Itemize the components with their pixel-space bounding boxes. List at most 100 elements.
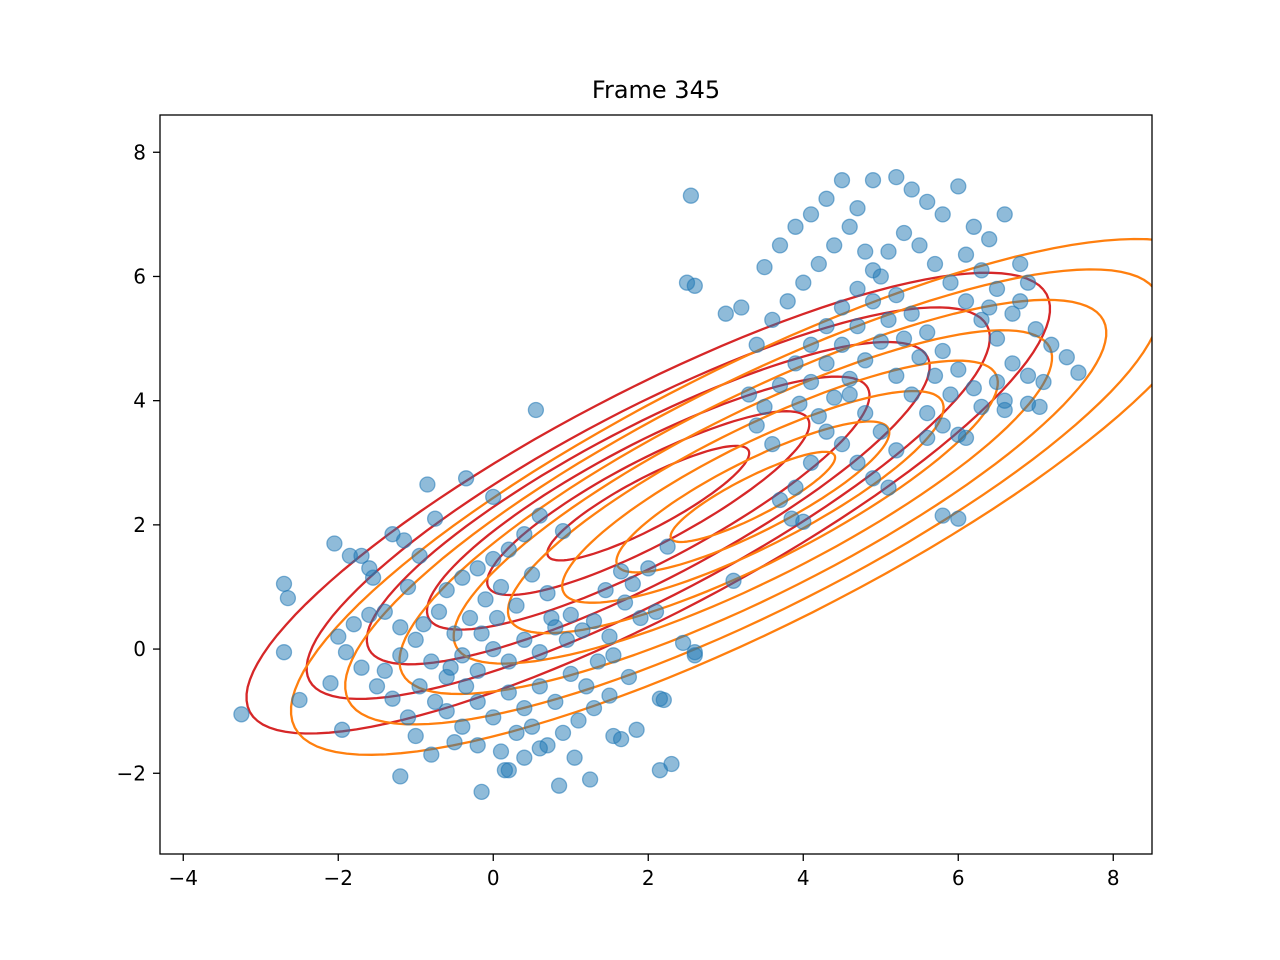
scatter-point: [492, 743, 510, 760]
scatter-point: [934, 507, 951, 524]
scatter-point: [438, 703, 455, 720]
scatter-point: [492, 578, 510, 596]
y-tick-label: 6: [133, 264, 146, 288]
scatter-point: [601, 687, 618, 704]
y-tick-label: −2: [117, 761, 146, 785]
data-points: [233, 168, 1087, 801]
scatter-point: [965, 218, 982, 235]
scatter-point: [818, 355, 835, 372]
scatter-point: [771, 491, 789, 509]
scatter-point: [818, 317, 835, 335]
scatter-point: [771, 237, 789, 254]
scatter-point: [1019, 367, 1037, 384]
scatter-point: [361, 606, 378, 624]
scatter-point: [279, 589, 297, 607]
scatter-point: [888, 367, 905, 384]
contour-ring-orange: [398, 298, 1108, 696]
scatter-point: [1035, 373, 1052, 391]
scatter-point: [988, 330, 1006, 347]
scatter-point: [771, 376, 789, 394]
scatter-point: [581, 771, 599, 788]
scatter-point: [337, 644, 355, 661]
scatter-point: [1070, 364, 1087, 381]
scatter-point: [516, 631, 533, 648]
x-tick-label: 0: [487, 866, 500, 890]
scatter-point: [566, 749, 583, 766]
scatter-point: [415, 616, 432, 633]
scatter-point: [996, 392, 1013, 409]
scatter-point: [485, 640, 502, 658]
scatter-point: [423, 746, 440, 763]
scatter-point: [849, 200, 866, 217]
scatter-point: [500, 684, 517, 701]
contour-ring-orange: [669, 450, 837, 544]
scatter-point: [880, 311, 897, 329]
scatter-point: [539, 585, 556, 602]
scatter-point: [426, 693, 444, 711]
scatter-point: [469, 560, 486, 577]
scatter-point: [508, 597, 525, 614]
scatter-point: [376, 662, 393, 679]
scatter-point: [1043, 336, 1060, 353]
scatter-point: [395, 532, 413, 549]
scatter-point: [841, 218, 858, 235]
x-tick-label: −4: [169, 866, 198, 890]
scatter-point: [1027, 321, 1044, 338]
scatter-point: [895, 224, 913, 242]
scatter-point: [454, 647, 471, 664]
scatter-point: [903, 305, 920, 322]
scatter-point: [640, 560, 657, 577]
scatter-point: [632, 609, 649, 627]
scatter-point: [934, 206, 951, 223]
scatter-point: [531, 644, 548, 661]
y-tick-label: 4: [133, 389, 146, 413]
contour-ring-orange: [506, 359, 999, 635]
scatter-point: [849, 454, 866, 471]
scatter-point: [531, 740, 548, 757]
chart-title: Frame 345: [592, 76, 720, 104]
scatter-point: [810, 255, 827, 273]
scatter-point: [686, 277, 703, 294]
plot-frame: [159, 114, 1153, 855]
scatter-point: [849, 317, 866, 335]
scatter-point: [849, 280, 866, 298]
scatter-point: [957, 246, 975, 263]
scatter-point: [612, 730, 630, 748]
scatter-point: [562, 665, 579, 683]
scatter-point: [1012, 293, 1029, 310]
scatter-point: [973, 311, 990, 329]
scatter-point: [950, 178, 967, 195]
x-tick-label: 6: [952, 866, 965, 890]
scatter-point: [543, 609, 560, 627]
scatter-point: [628, 721, 645, 738]
scatter-point: [942, 386, 959, 403]
contour-ring-red: [486, 410, 811, 597]
scatter-point: [411, 678, 428, 695]
scatter-point: [446, 625, 463, 642]
scatter-point: [562, 606, 579, 624]
y-tick-label: 0: [133, 637, 146, 661]
scatter-point: [322, 675, 339, 692]
scatter-point: [791, 395, 808, 412]
scatter-point: [981, 299, 998, 316]
contour-ring-red: [365, 340, 931, 666]
scatter-point: [888, 168, 905, 186]
scatter-point: [988, 373, 1006, 391]
scatter-point: [682, 187, 700, 204]
scatter-point: [523, 718, 541, 735]
contour-ring-red: [245, 271, 1052, 735]
scatter-point: [740, 386, 758, 403]
scatter-point: [864, 293, 882, 310]
scatter-point: [407, 727, 424, 745]
scatter-point: [531, 678, 548, 695]
scatter-point: [411, 547, 428, 565]
scatter-point: [477, 591, 494, 608]
y-axis: −2 0 2 4 6 8: [117, 140, 160, 785]
scatter-point: [612, 563, 630, 580]
scatter-point: [841, 370, 858, 388]
scatter-point: [384, 690, 401, 707]
scatter-point: [1004, 355, 1021, 372]
scatter-point: [500, 653, 517, 670]
scatter-point: [686, 647, 703, 664]
scatter-point: [333, 721, 351, 738]
